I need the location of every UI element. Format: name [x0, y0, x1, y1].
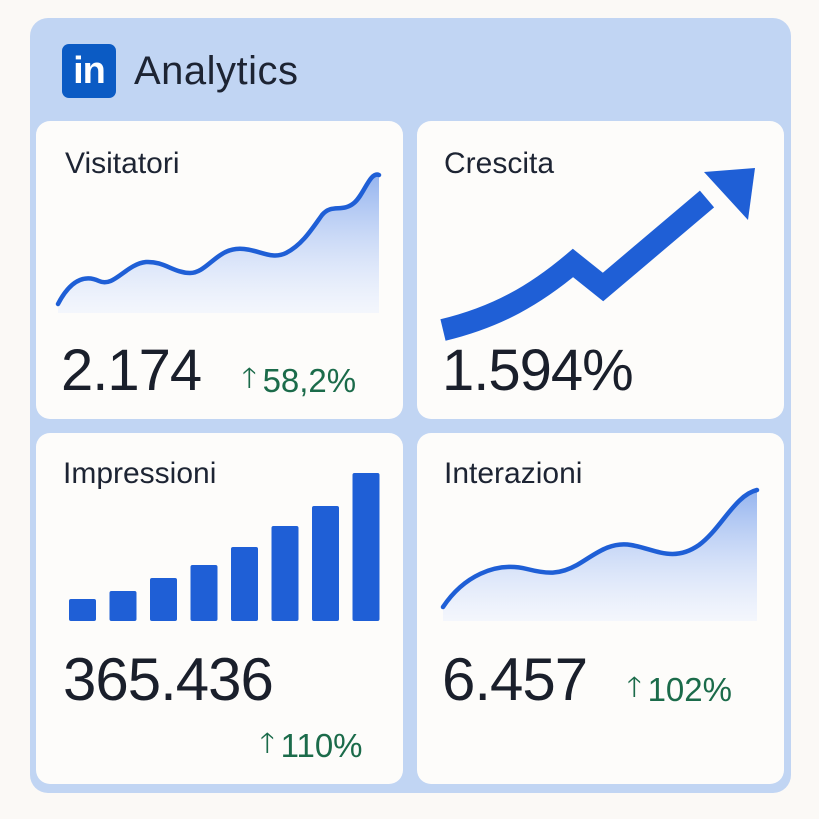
- impressions-bar: [150, 578, 177, 621]
- impressions-bar-chart: [69, 473, 380, 621]
- impressions-bar: [69, 599, 96, 621]
- arrow-up-icon: 🡑: [260, 727, 275, 758]
- impressions-delta-label: 110%: [280, 727, 363, 764]
- interactions-sparkline: [440, 487, 760, 621]
- impressions-card[interactable]: Impressioni 365.436 🡑 110%: [36, 433, 403, 784]
- interactions-delta-label: 102%: [647, 671, 732, 708]
- visitors-delta: 🡑 58,2%: [242, 357, 356, 405]
- arrow-up-icon: 🡑: [242, 362, 257, 393]
- growth-card-title: Crescita: [444, 147, 555, 180]
- impressions-delta: 🡑 110%: [260, 722, 363, 770]
- app-title: Analytics: [134, 48, 299, 93]
- growth-trend-arrow: [440, 168, 755, 341]
- growth-arrow-head: [704, 168, 755, 220]
- interactions-area: [443, 490, 757, 621]
- growth-card[interactable]: Crescita 1.594%: [417, 121, 784, 419]
- visitors-value: 2.174: [61, 338, 202, 403]
- impressions-bar: [312, 506, 339, 621]
- impressions-bar: [109, 591, 137, 621]
- impressions-card-title: Impressioni: [63, 457, 217, 490]
- impressions-value: 365.436: [63, 646, 274, 713]
- impressions-bar: [352, 473, 380, 621]
- growth-arrow-shaft: [440, 190, 715, 341]
- visitors-sparkline: [55, 172, 382, 313]
- interactions-value: 6.457: [442, 646, 588, 713]
- visitors-area: [58, 174, 379, 313]
- impressions-bar: [190, 565, 218, 621]
- interactions-card[interactable]: Interazioni 6.457 🡑 102%: [417, 433, 784, 784]
- visitors-card[interactable]: Visitatori 2.174 🡑 58,2%: [36, 121, 403, 419]
- app-header: in Analytics: [62, 44, 299, 98]
- interactions-line: [440, 487, 760, 610]
- visitors-line: [55, 172, 382, 307]
- impressions-bar: [231, 547, 258, 621]
- impressions-bar: [271, 526, 299, 621]
- linkedin-logo-icon[interactable]: in: [62, 44, 116, 98]
- interactions-card-title: Interazioni: [444, 457, 583, 490]
- visitors-card-title: Visitatori: [65, 147, 180, 180]
- arrow-up-icon: 🡑: [627, 671, 642, 702]
- growth-value: 1.594%: [442, 338, 634, 403]
- visitors-delta-label: 58,2%: [262, 362, 357, 399]
- interactions-delta: 🡑 102%: [627, 666, 732, 714]
